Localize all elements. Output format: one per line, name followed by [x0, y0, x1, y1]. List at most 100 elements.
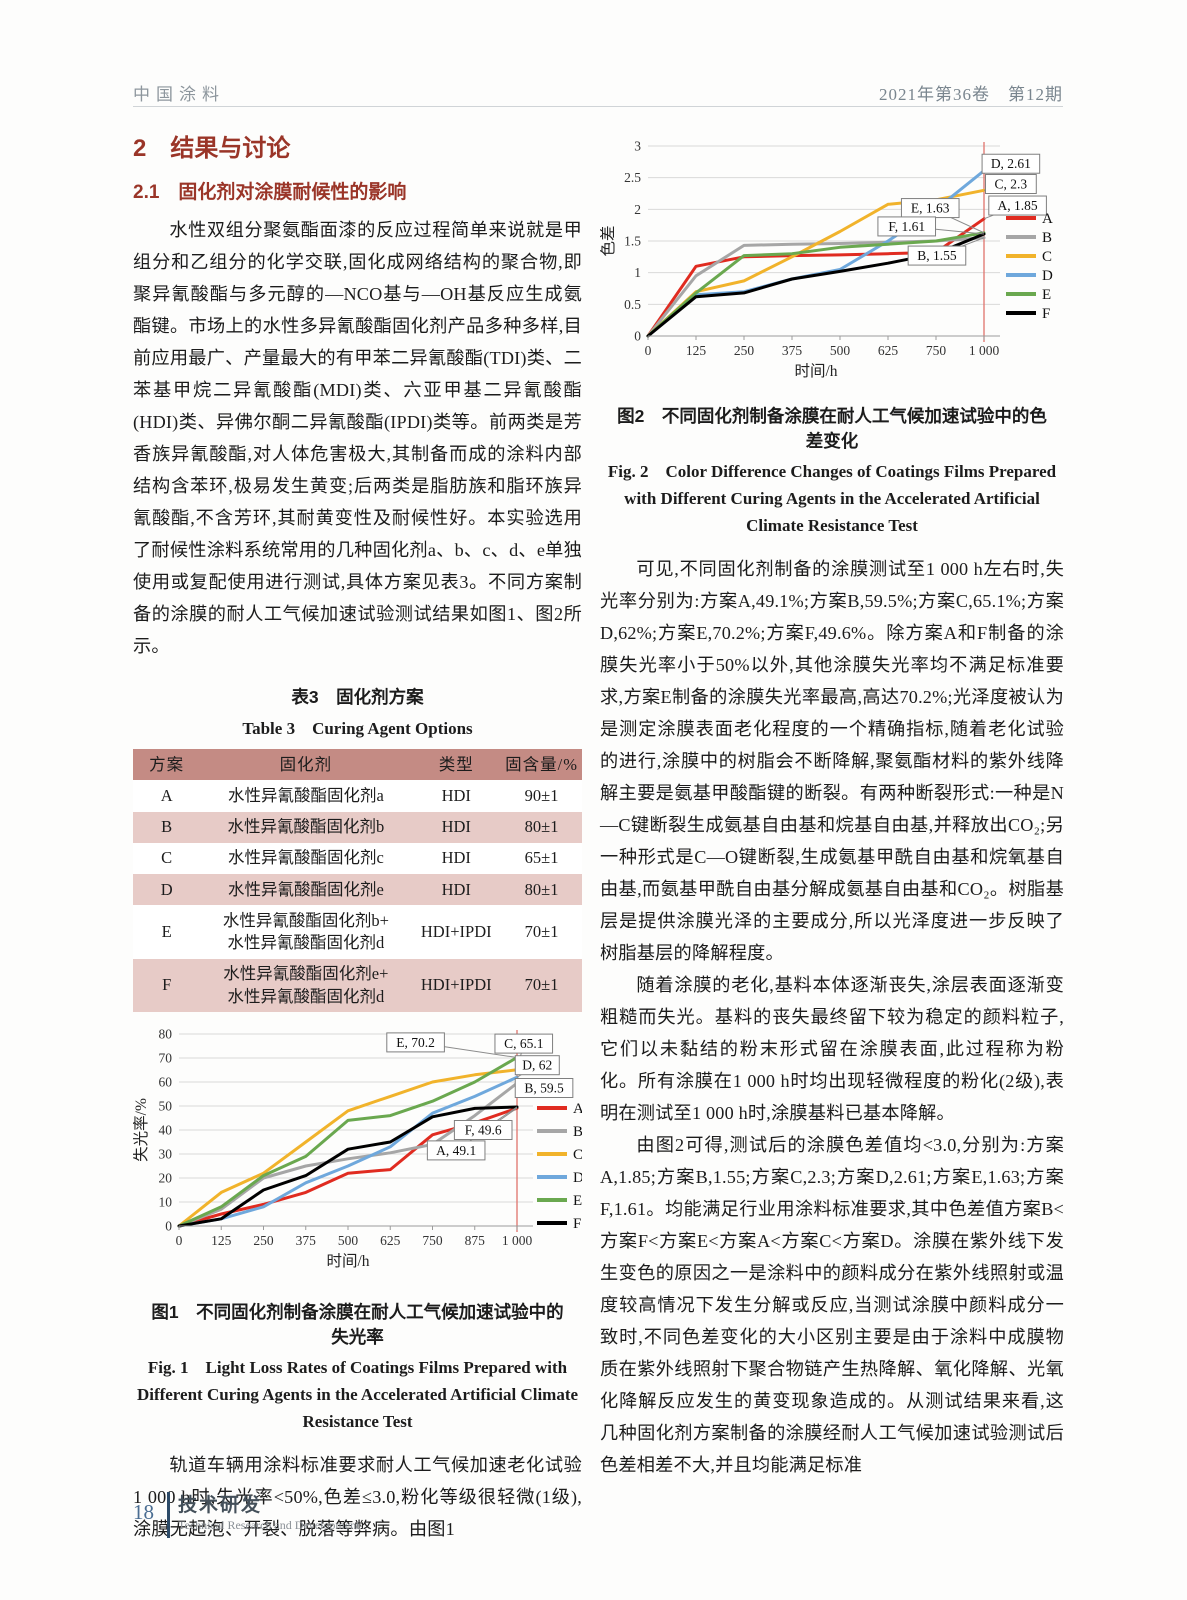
table-row: E 水性异氰酸酯固化剂b+ 水性异氰酸酯固化剂d HDI+IPDI 70±1 [133, 905, 582, 959]
table-cell: HDI [441, 817, 471, 837]
table-cell: HDI [441, 879, 471, 899]
fig2-color-difference-chart: 0 0.5 1 1.5 2 2.5 3 0 125 250 375 500 625 750 1 000 时间/… [600, 139, 1053, 381]
table-row: C 水性异氰酸酯固化剂c HDI 65±1 [133, 842, 582, 875]
table-cell: A [160, 785, 173, 805]
table-row: B 水性异氰酸酯固化剂b HDI 80±1 [133, 811, 582, 843]
svg-text:失光率/%: 失光率/% [133, 1098, 150, 1162]
section-heading: 2 结果与讨论 [133, 135, 291, 162]
svg-text:40: 40 [159, 1123, 173, 1138]
table-cell: 70±1 [524, 975, 559, 995]
svg-text:色差: 色差 [600, 225, 617, 256]
footer-column-zh: 技术研发 [178, 1495, 263, 1516]
footer-divider [167, 1492, 170, 1538]
svg-text:500: 500 [830, 343, 851, 358]
svg-text:C, 2.3: C, 2.3 [995, 177, 1028, 192]
journal-name: 中国涂料 [133, 85, 225, 104]
svg-text:A, 1.85: A, 1.85 [998, 198, 1038, 213]
svg-text:375: 375 [782, 343, 803, 358]
svg-text:10: 10 [159, 1195, 173, 1210]
table-cell: 90±1 [524, 785, 559, 805]
table3-caption-zh: 表3 固化剂方案 [291, 687, 424, 707]
svg-text:C, 65.1: C, 65.1 [504, 1036, 543, 1051]
table-cell: 水性异氰酸酯固化剂e+ 水性异氰酸酯固化剂d [223, 964, 389, 1006]
table-cell: 水性异氰酸酯固化剂b+ 水性异氰酸酯固化剂d [222, 910, 389, 953]
svg-text:D: D [1042, 268, 1053, 284]
table-cell: B [161, 817, 173, 837]
svg-text:A: A [573, 1101, 582, 1117]
svg-text:80: 80 [159, 1027, 173, 1042]
svg-text:30: 30 [159, 1147, 173, 1162]
table-row: D 水性异氰酸酯固化剂e HDI 80±1 [133, 874, 582, 906]
svg-text:875: 875 [465, 1233, 486, 1248]
svg-text:20: 20 [159, 1171, 173, 1186]
svg-text:A: A [1042, 211, 1053, 227]
svg-text:0: 0 [645, 343, 652, 358]
table-cell: D [160, 879, 173, 899]
svg-text:F: F [1042, 306, 1050, 322]
table-header-cell: 固含量/% [505, 754, 578, 774]
svg-text:125: 125 [686, 343, 707, 358]
svg-text:0.5: 0.5 [624, 297, 641, 312]
page-number: 18 [133, 1500, 154, 1524]
svg-text:1 000: 1 000 [502, 1233, 533, 1248]
svg-text:F, 1.61: F, 1.61 [888, 219, 925, 234]
fig1-caption-zh: 图1 不同固化剂制备涂膜在耐人工气候加速试验中的失光率 [151, 1302, 564, 1348]
svg-text:B, 1.55: B, 1.55 [917, 248, 957, 263]
table-header-cell: 方案 [149, 754, 185, 774]
table-cell: HDI+IPDI [420, 975, 492, 995]
svg-text:0: 0 [634, 329, 641, 344]
table-header-row: 方案 固化剂 类型 固含量/% [133, 749, 582, 781]
svg-text:60: 60 [159, 1075, 173, 1090]
svg-text:500: 500 [338, 1233, 359, 1248]
table-row: F 水性异氰酸酯固化剂e+ 水性异氰酸酯固化剂d HDI+IPDI 70±1 [133, 958, 582, 1013]
fig2-caption-zh: 图2 不同固化剂制备涂膜在耐人工气候加速试验中的色差变化 [617, 406, 1047, 451]
svg-text:2.5: 2.5 [624, 170, 641, 185]
svg-text:2: 2 [634, 202, 641, 217]
issue-info: 2021年第36卷 第12期 [879, 85, 1063, 104]
svg-text:750: 750 [926, 343, 947, 358]
right-column: 0 0.5 1 1.5 2 2.5 3 0 125 250 375 500 625 750 1 000 时间/… [600, 118, 1064, 1481]
svg-text:时间/h: 时间/h [794, 362, 837, 380]
subsection-heading: 2.1 固化剂对涂膜耐候性的影响 [133, 182, 407, 203]
svg-text:E: E [1042, 287, 1051, 303]
fig1-caption-en: Fig. 1 Light Loss Rates of Coatings Film… [136, 1358, 579, 1432]
svg-text:1 000: 1 000 [969, 343, 1000, 358]
svg-text:0: 0 [176, 1233, 183, 1248]
table-cell: F [162, 975, 172, 995]
table-cell: 水性异氰酸酯固化剂c [227, 848, 384, 868]
svg-text:250: 250 [734, 343, 755, 358]
svg-text:625: 625 [380, 1233, 401, 1248]
svg-text:625: 625 [878, 343, 899, 358]
table-row: A 水性异氰酸酯固化剂a HDI 90±1 [133, 780, 582, 812]
svg-text:70: 70 [159, 1051, 173, 1066]
body-paragraph: 可见,不同固化剂制备的涂膜测试至1 000 h左右时,失光率分别为:方案A,49… [600, 559, 1064, 963]
svg-text:B: B [573, 1124, 582, 1140]
header-rule [133, 106, 1063, 107]
body-paragraph: 水性双组分聚氨酯面漆的反应过程简单来说就是甲组分和乙组分的化学交联,固化成网络结… [133, 220, 582, 656]
table-header-cell: 固化剂 [279, 754, 333, 774]
body-paragraph: 随着涂膜的老化,基料本体逐渐丧失,涂层表面逐渐变粗糙而失光。基料的丧失最终留下较… [600, 975, 1064, 1123]
svg-text:F: F [573, 1216, 581, 1232]
table-cell: 水性异氰酸酯固化剂b [227, 817, 385, 837]
svg-text:750: 750 [422, 1233, 443, 1248]
svg-text:0: 0 [165, 1219, 172, 1234]
left-column: 2 结果与讨论 2.1 固化剂对涂膜耐候性的影响 水性双组分聚氨酯面漆的反应过程… [133, 118, 582, 1545]
table-cell: 80±1 [524, 879, 559, 899]
svg-text:C: C [1042, 249, 1052, 265]
svg-text:375: 375 [296, 1233, 317, 1248]
table-header-cell: 类型 [438, 754, 474, 774]
table-cell: HDI [441, 848, 471, 868]
svg-text:250: 250 [253, 1233, 274, 1248]
footer-column-en: Technical Research and Development [178, 1518, 360, 1532]
curing-agent-table: 方案 固化剂 类型 固含量/% A 水性异氰酸酯固化剂a HDI 90±1 B … [133, 749, 582, 1013]
svg-text:50: 50 [159, 1099, 173, 1114]
svg-text:3: 3 [634, 139, 641, 154]
body-paragraph: 轨道车辆用涂料标准要求耐人工气候加速老化试验1 000 h时,失光率<50%,色… [133, 1455, 582, 1540]
svg-text:D, 2.61: D, 2.61 [991, 156, 1031, 171]
svg-text:1.5: 1.5 [624, 234, 641, 249]
svg-text:1: 1 [634, 265, 641, 280]
svg-text:B: B [1042, 230, 1052, 246]
table-cell: 80±1 [524, 817, 559, 837]
table-cell: C [161, 848, 173, 868]
table-cell: 65±1 [524, 848, 559, 868]
